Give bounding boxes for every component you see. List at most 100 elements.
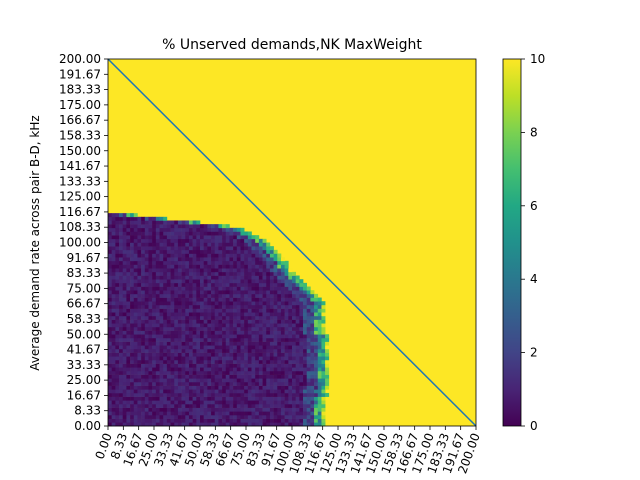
heatmap-cell — [170, 411, 175, 416]
heatmap-cell — [284, 337, 289, 342]
heatmap-cell — [306, 418, 311, 423]
heatmap-cell — [229, 275, 234, 280]
heatmap-cell — [262, 260, 267, 265]
heatmap-cell — [222, 341, 227, 346]
heatmap-cell — [314, 396, 319, 401]
heatmap-cell — [192, 367, 197, 372]
heatmap-cell — [233, 326, 238, 331]
heatmap-cell — [196, 341, 201, 346]
heatmap-cell — [130, 231, 135, 236]
heatmap-cell — [170, 279, 175, 284]
heatmap-cell — [211, 374, 216, 379]
heatmap-cell — [130, 326, 135, 331]
heatmap-cell — [185, 238, 190, 243]
heatmap-cell — [200, 363, 204, 368]
heatmap-cell — [181, 253, 186, 258]
heatmap-cell — [181, 304, 186, 309]
heatmap-cell — [126, 216, 131, 221]
heatmap-cell — [144, 363, 149, 368]
heatmap-cell — [266, 363, 271, 368]
heatmap-cell — [255, 326, 260, 331]
heatmap-cell — [133, 363, 138, 368]
heatmap-cell — [130, 403, 135, 408]
heatmap-cell — [177, 407, 182, 412]
heatmap-cell — [166, 400, 171, 405]
heatmap-cell — [233, 242, 238, 247]
heatmap-cell — [266, 301, 271, 306]
heatmap-cell — [152, 290, 157, 295]
heatmap-cell — [148, 345, 153, 350]
heatmap-cell — [247, 389, 252, 394]
heatmap-cell — [108, 389, 112, 394]
heatmap-cell — [188, 407, 193, 412]
heatmap-cell — [148, 374, 153, 379]
heatmap-cell — [148, 304, 153, 309]
heatmap-cell — [269, 411, 274, 416]
heatmap-cell — [284, 301, 289, 306]
heatmap-cell — [163, 359, 168, 364]
heatmap-cell — [233, 411, 238, 416]
heatmap-cell — [277, 334, 282, 339]
heatmap-cell — [159, 326, 164, 331]
heatmap-cell — [192, 392, 197, 397]
heatmap-cell — [137, 337, 142, 342]
heatmap-cell — [192, 238, 197, 243]
heatmap-cell — [225, 253, 230, 258]
heatmap-cell — [188, 385, 193, 390]
heatmap-cell — [200, 253, 204, 258]
heatmap-cell — [273, 304, 278, 309]
heatmap-cell — [119, 348, 124, 353]
heatmap-cell — [273, 297, 278, 302]
heatmap-cell — [130, 264, 135, 269]
heatmap-cell — [236, 392, 241, 397]
heatmap-cell — [185, 352, 190, 357]
heatmap-cell — [303, 326, 308, 331]
heatmap-cell — [166, 246, 171, 251]
y-tick-label: 125.00 — [59, 190, 101, 204]
colorbar-tick-label: 10 — [530, 52, 545, 66]
heatmap-cell — [181, 345, 186, 350]
heatmap-cell — [244, 392, 249, 397]
heatmap-cell — [111, 216, 116, 221]
heatmap-cell — [203, 323, 208, 328]
heatmap-cell — [251, 334, 256, 339]
heatmap-cell — [115, 326, 120, 331]
heatmap-cell — [229, 334, 234, 339]
heatmap-cell — [155, 403, 160, 408]
heatmap-cell — [240, 319, 245, 324]
heatmap-cell — [196, 411, 201, 416]
heatmap-cell — [196, 418, 201, 423]
heatmap-cell — [119, 334, 124, 339]
heatmap-cell — [111, 370, 116, 375]
heatmap-cell — [295, 400, 300, 405]
heatmap-cell — [211, 356, 216, 361]
heatmap-cell — [119, 231, 124, 236]
heatmap-cell — [233, 282, 238, 287]
heatmap-cell — [166, 308, 171, 313]
heatmap-cell — [225, 268, 230, 273]
heatmap-cell — [122, 242, 127, 247]
heatmap-cell — [240, 268, 245, 273]
heatmap-cell — [119, 275, 124, 280]
heatmap-cell — [233, 400, 238, 405]
heatmap-cell — [273, 264, 278, 269]
heatmap-cell — [262, 363, 267, 368]
heatmap-cell — [229, 385, 234, 390]
heatmap-cell — [111, 381, 116, 386]
heatmap-cell — [306, 389, 311, 394]
heatmap-cell — [310, 414, 315, 419]
heatmap-cell — [233, 370, 238, 375]
heatmap-cell — [148, 348, 153, 353]
heatmap-cell — [196, 312, 201, 317]
heatmap-cell — [321, 352, 326, 357]
heatmap-cell — [108, 407, 112, 412]
heatmap-cell — [233, 337, 238, 342]
heatmap-cell — [218, 227, 223, 232]
heatmap-cell — [222, 367, 227, 372]
heatmap-cell — [144, 356, 149, 361]
heatmap-cell — [174, 257, 179, 262]
heatmap-cell — [148, 238, 153, 243]
heatmap-cell — [185, 260, 190, 265]
heatmap-cell — [108, 337, 112, 342]
heatmap-cell — [155, 293, 160, 298]
